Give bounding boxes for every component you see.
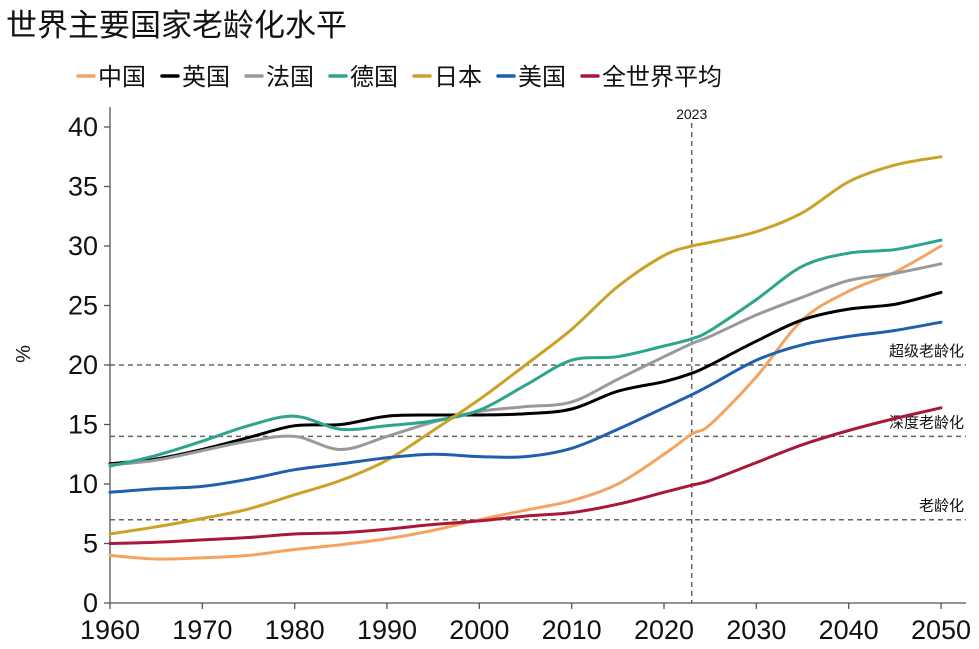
x-tick-label: 1960 xyxy=(80,615,140,645)
x-tick-label: 2040 xyxy=(819,615,879,645)
y-tick-label: 35 xyxy=(68,172,98,202)
y-tick-label: 15 xyxy=(68,410,98,440)
x-tick-label: 1990 xyxy=(357,615,417,645)
legend-label-6: 美国 xyxy=(518,63,566,91)
reference-label-2023: 2023 xyxy=(676,106,707,122)
legend-label-1: 中国 xyxy=(98,63,146,91)
series-line-4 xyxy=(108,238,943,468)
x-tick-label: 1970 xyxy=(172,615,232,645)
x-tick-label: 2000 xyxy=(449,615,509,645)
series-line-2 xyxy=(108,290,943,466)
y-tick-label: 30 xyxy=(68,231,98,261)
x-tick-label: 1980 xyxy=(265,615,325,645)
legend-label-3: 法国 xyxy=(266,63,314,91)
series-lines xyxy=(108,155,943,561)
series-line-3 xyxy=(108,262,943,467)
y-tick-label: 40 xyxy=(68,112,98,142)
y-tick-label: 5 xyxy=(83,529,98,559)
series-line-5 xyxy=(108,155,943,536)
axes: 0 5 10 15 20 25 30 35 40 1960 1970 1980 1990 2000 2010… xyxy=(68,107,971,645)
threshold-label-14: 深度老龄化 xyxy=(889,413,964,431)
legend-label-2: 英国 xyxy=(182,63,230,91)
x-tick-label: 2050 xyxy=(911,615,971,645)
legend-label-4: 德国 xyxy=(350,63,398,91)
y-tick-label: 0 xyxy=(83,588,98,618)
threshold-label-7: 老龄化 xyxy=(919,497,964,515)
y-axis-label: % xyxy=(13,345,35,363)
legend-label-7: 全世界平均 xyxy=(602,63,722,91)
x-tick-label: 2030 xyxy=(726,615,786,645)
y-tick-label: 20 xyxy=(68,350,98,380)
series-line-1 xyxy=(108,244,943,561)
y-tick-label: 10 xyxy=(68,469,98,499)
series-line-7 xyxy=(108,406,943,545)
threshold-label-20: 超级老龄化 xyxy=(889,342,964,360)
x-tick-label: 2010 xyxy=(542,615,602,645)
series-line-6 xyxy=(108,320,943,494)
x-tick-label: 2020 xyxy=(634,615,694,645)
legend: 中国 英国 法国 德国 日本 美国 全世界平均 xyxy=(76,63,722,91)
y-tick-label: 25 xyxy=(68,291,98,321)
legend-label-5: 日本 xyxy=(434,63,482,91)
chart-title: 世界主要国家老龄化水平 xyxy=(6,8,347,44)
